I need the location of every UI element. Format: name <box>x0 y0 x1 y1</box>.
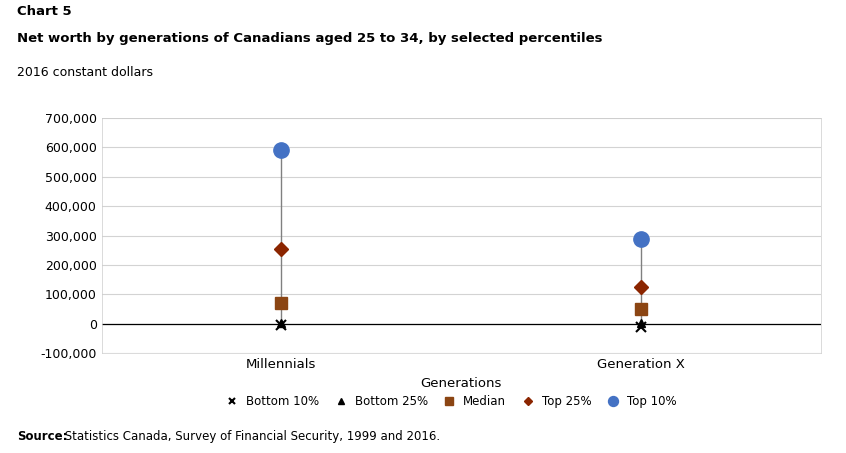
Text: Net worth by generations of Canadians aged 25 to 34, by selected percentiles: Net worth by generations of Canadians ag… <box>17 32 602 45</box>
Legend: Bottom 10%, Bottom 25%, Median, Top 25%, Top 10%: Bottom 10%, Bottom 25%, Median, Top 25%,… <box>216 390 681 413</box>
Text: Statistics Canada, Survey of Financial Security, 1999 and 2016.: Statistics Canada, Survey of Financial S… <box>61 430 440 443</box>
Text: Chart 5: Chart 5 <box>17 5 72 18</box>
Text: 2016 constant dollars: 2016 constant dollars <box>17 66 153 79</box>
X-axis label: Generations: Generations <box>420 377 502 390</box>
Text: Source:: Source: <box>17 430 68 443</box>
